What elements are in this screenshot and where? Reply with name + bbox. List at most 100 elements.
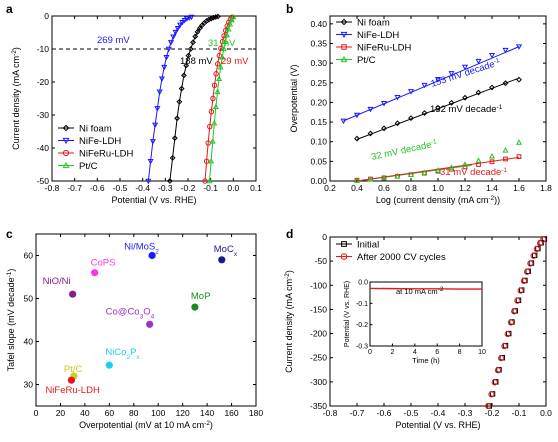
x-tick-label: -0.7 (350, 408, 365, 418)
data-point (177, 22, 184, 29)
data-point (225, 25, 232, 32)
y-tick-label: -300 (310, 377, 327, 387)
plot-frame (35, 233, 257, 407)
point-moc: MoCx (214, 244, 238, 264)
data-point (503, 156, 508, 162)
data-point (502, 80, 509, 87)
x-tick-label: 0.4 (351, 183, 363, 193)
y-axis-label: Tafel slope (mV decade-1) (6, 269, 17, 372)
inset-annotation: at 10 mA cm-2 (396, 286, 444, 297)
series-nife-ldh (145, 14, 195, 185)
x-tick-label: 120 (176, 408, 190, 418)
data-point (527, 260, 534, 267)
data-point (169, 154, 176, 161)
inset-y-tick-label: -0.3 (356, 344, 368, 351)
data-point (227, 21, 234, 27)
fit-line (356, 77, 520, 140)
series-line (204, 17, 233, 182)
x-tick-label: 0.1 (250, 183, 262, 193)
data-point (181, 72, 187, 79)
panel-a: -0.8 -0.7 -0.6 -0.5 -0.4 -0.3 -0.2 -0.1 0.0 0.1 0 -… (6, 2, 262, 205)
inset-x-tick-label: 8 (458, 349, 462, 356)
data-point (489, 159, 495, 165)
data-point (145, 178, 152, 185)
data-point (353, 112, 361, 119)
data-point (212, 14, 219, 20)
x-tick-label: 80 (129, 408, 139, 418)
x-tick-label: -0.6 (377, 408, 392, 418)
x-tick-label: 0.0 (540, 408, 552, 418)
data-point (502, 147, 509, 153)
data-point (176, 98, 183, 105)
annotation: 188 mV (180, 56, 213, 67)
point-label: Pt/C (64, 364, 83, 375)
data-point (407, 171, 415, 177)
data-point (380, 100, 388, 107)
y-tick-label: 0.30 (310, 58, 327, 68)
y-tick-label: 0.25 (310, 78, 327, 88)
data-point (149, 139, 156, 145)
data-point (491, 379, 498, 386)
y-axis-label: Current density (mA cm-2) (284, 270, 295, 373)
x-tick-label: -0.4 (135, 183, 150, 193)
point-nio-ni: NiO/Ni (43, 276, 77, 298)
data-point (485, 402, 492, 410)
data-point (230, 13, 237, 20)
inset-x-tick-label: 4 (413, 349, 417, 356)
legend-label: Pt/C (357, 55, 376, 66)
scatter-point (146, 320, 154, 328)
series-pt-c (206, 13, 237, 184)
data-point (192, 33, 199, 40)
data-point (367, 130, 374, 137)
legend-marker (62, 149, 70, 157)
legend-marker (62, 137, 70, 145)
legend-marker (62, 161, 70, 169)
y-tick-label: 0.40 (310, 19, 327, 29)
data-point (178, 85, 185, 92)
point-nico: NiCo2Px (105, 347, 140, 369)
data-point (220, 45, 227, 52)
data-point (215, 13, 221, 20)
data-point (203, 158, 210, 164)
y-tick-label: -100 (310, 280, 327, 290)
data-point (223, 31, 231, 38)
data-point (502, 47, 509, 54)
data-point (514, 297, 521, 304)
data-point (179, 20, 186, 26)
data-point (208, 15, 215, 22)
point-label: Co@Co3O4 (106, 306, 155, 320)
x-axis-label: Potential (V vs. RHE) (111, 195, 196, 205)
legend-label: Ni foam (79, 124, 112, 135)
panel-letter: d (286, 227, 293, 241)
y-tick-label: 30 (24, 380, 34, 390)
data-point (214, 88, 221, 95)
scatter-point (218, 256, 226, 264)
x-tick-label: 0 (34, 408, 39, 418)
data-point (208, 157, 215, 164)
legend-label: Initial (357, 240, 379, 251)
point-label: NiO/Ni (43, 276, 71, 287)
panel-d: -0.8 -0.7 -0.6 -0.5 -0.4 -0.3 -0.2 -0.1 0.0 0 -50 -… (284, 227, 553, 430)
data-point (213, 71, 219, 77)
data-point (183, 16, 190, 22)
x-tick-label: 40 (80, 408, 90, 418)
data-point (520, 277, 527, 285)
plot-frame (51, 15, 257, 182)
data-point (380, 174, 388, 181)
y-axis-label: Overpotential (V) (289, 64, 299, 132)
point-label: MoP (191, 291, 211, 302)
inset-x-tick-label: 6 (435, 349, 439, 356)
data-point (174, 115, 181, 122)
annotation: 269 mV (97, 35, 130, 46)
data-point (462, 94, 468, 101)
data-point (448, 99, 455, 106)
x-tick-label: -0.6 (90, 183, 105, 193)
x-tick-label: -0.5 (404, 408, 419, 418)
inset-y-tick-label: 0.0 (358, 280, 368, 287)
point-label: NiFeRu-LDH (45, 385, 100, 396)
data-point (501, 343, 508, 350)
y-tick-label: -250 (310, 353, 327, 363)
x-tick-label: 1.2 (459, 183, 471, 193)
